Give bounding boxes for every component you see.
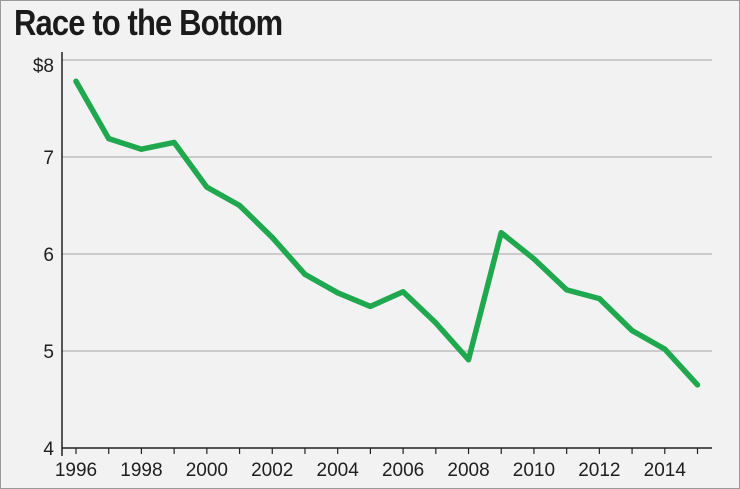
data-point [302, 271, 308, 277]
x-tick-label: 2002 [251, 460, 293, 481]
y-tick-label: 6 [43, 245, 54, 266]
x-tick-label: 1996 [55, 460, 97, 481]
data-point [596, 296, 602, 302]
data-point [269, 234, 275, 241]
data-point [106, 135, 112, 142]
data-point [400, 289, 406, 295]
data-point [564, 287, 570, 293]
data-point [335, 290, 341, 296]
data-point [138, 146, 145, 152]
y-tick-label: 5 [43, 342, 54, 363]
y-tick-label: 4 [43, 439, 54, 460]
grid-lines [62, 59, 712, 352]
x-tick-label: 2012 [578, 460, 620, 481]
data-point [531, 256, 537, 262]
x-tick-label: 1998 [120, 460, 162, 481]
data-point [694, 382, 701, 388]
data-point [236, 202, 243, 209]
chart-title: Race to the Bottom [14, 2, 283, 43]
y-tick-label: $8 [33, 56, 54, 77]
x-tick-label: 2008 [447, 460, 489, 481]
x-tick-label: 2014 [644, 460, 687, 481]
x-tick-label: 2000 [186, 460, 228, 481]
data-point [465, 357, 472, 363]
axes [61, 52, 712, 456]
series-layer [73, 78, 701, 388]
x-tick-label: 2010 [513, 460, 555, 481]
data-point [498, 230, 504, 236]
data-point [629, 328, 635, 334]
x-tick-label: 2006 [382, 460, 424, 481]
series-line-0 [73, 78, 701, 388]
y-tick-label: 7 [43, 148, 54, 169]
data-point [433, 320, 439, 326]
data-point [171, 139, 177, 146]
data-point [367, 303, 373, 309]
data-point [662, 346, 668, 352]
x-tick-label: 2004 [317, 460, 360, 481]
data-point [204, 184, 210, 190]
data-point [73, 78, 79, 84]
